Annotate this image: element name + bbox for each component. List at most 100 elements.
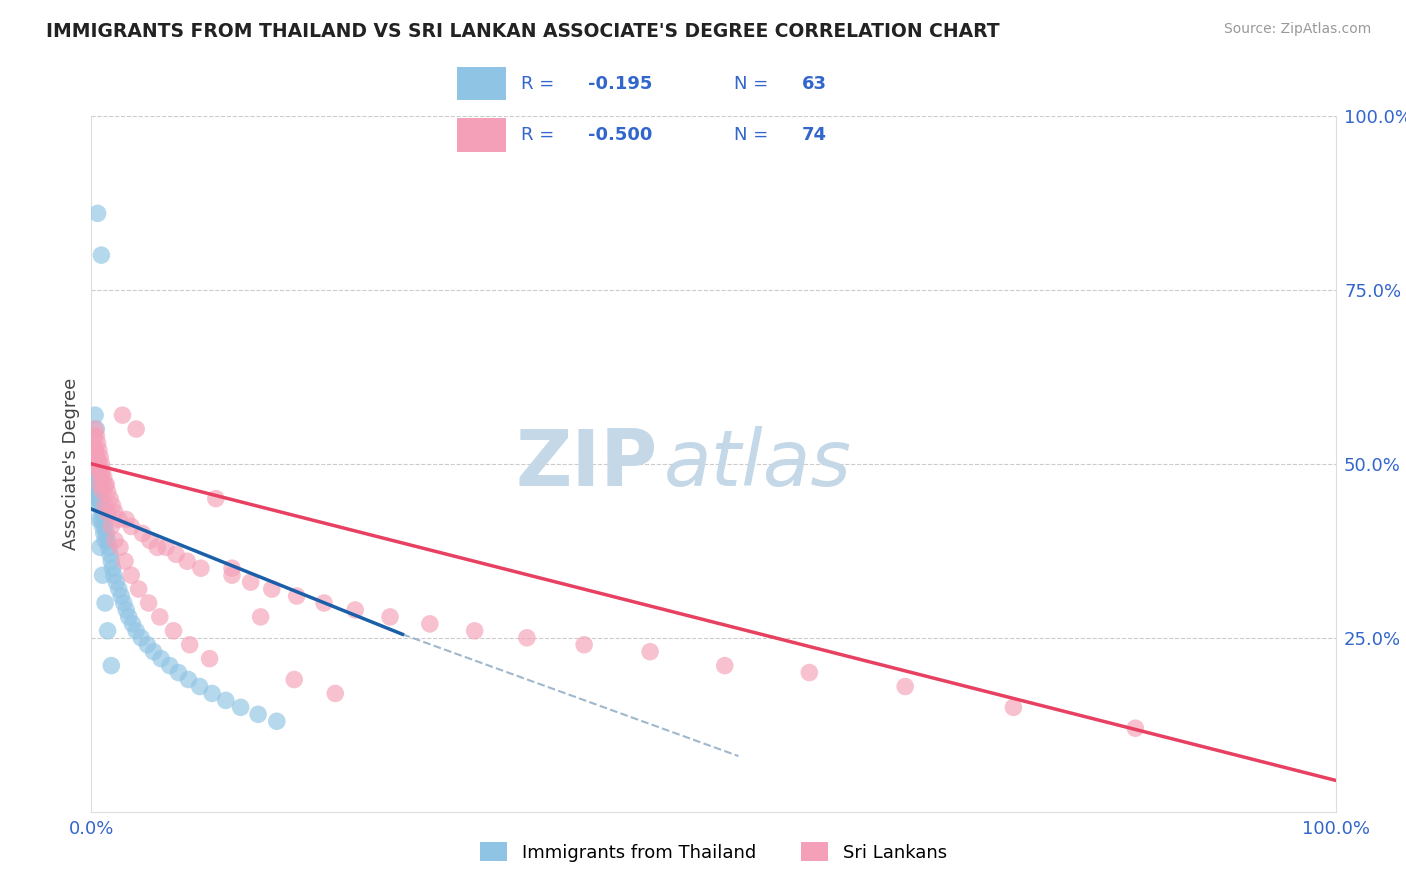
Point [84,471,107,485]
Point [108,541,131,555]
Point [86,450,108,464]
Point [112,596,135,610]
Point [93,471,115,485]
Point [146,541,169,555]
Point [94,519,117,533]
Point [131,526,153,541]
Y-axis label: Associate's Degree: Associate's Degree [62,377,80,550]
Point [100,658,122,673]
Point [97,624,120,638]
Point [86,471,108,485]
Text: R =: R = [520,126,560,144]
Point [97,506,120,520]
Point [87,471,110,485]
Point [84,457,107,471]
Point [89,450,111,464]
Point [105,575,128,590]
Point [129,631,152,645]
Point [159,658,181,673]
Point [221,568,243,582]
Point [115,603,138,617]
Point [89,464,111,478]
Text: atlas: atlas [664,425,852,502]
Point [344,603,367,617]
Point [86,429,108,443]
Text: 74: 74 [801,126,827,144]
Point [283,673,305,687]
Point [98,491,121,506]
Point [120,568,142,582]
Text: ZIP: ZIP [516,425,658,502]
Point [150,651,173,665]
Point [713,658,735,673]
Text: -0.195: -0.195 [588,75,652,93]
Point [176,554,198,568]
Point [188,680,211,694]
Point [894,680,917,694]
Point [89,541,111,555]
Point [84,442,107,457]
Point [90,499,112,513]
Text: IMMIGRANTS FROM THAILAND VS SRI LANKAN ASSOCIATE'S DEGREE CORRELATION CHART: IMMIGRANTS FROM THAILAND VS SRI LANKAN A… [46,22,1000,41]
Point [87,512,110,526]
Point [91,484,114,499]
Point [86,436,108,450]
Point [87,484,110,499]
Point [96,477,118,491]
Point [464,624,486,638]
Point [201,686,224,700]
Point [260,582,283,596]
Point [86,464,108,478]
Point [136,638,159,652]
Point [91,464,114,478]
Point [86,457,108,471]
Point [115,512,138,526]
Point [111,408,134,422]
Text: R =: R = [520,75,560,93]
Point [572,638,595,652]
Point [86,484,108,499]
Point [86,450,108,464]
Point [93,526,115,541]
Point [215,693,238,707]
Point [138,596,160,610]
Text: Source: ZipAtlas.com: Source: ZipAtlas.com [1223,22,1371,37]
Text: N =: N = [734,75,773,93]
Point [97,541,120,555]
Point [198,651,221,665]
Point [86,457,108,471]
Point [91,568,114,582]
Point [94,499,117,513]
Point [139,533,162,548]
Point [128,582,150,596]
Point [103,568,125,582]
Point [107,582,129,596]
Point [110,589,132,603]
Point [100,519,122,533]
Point [86,491,108,506]
Point [86,491,108,506]
Point [91,519,114,533]
Point [190,561,212,575]
Point [799,665,821,680]
Point [94,533,117,548]
Point [638,645,661,659]
Point [87,442,110,457]
Point [323,686,346,700]
Point [87,457,110,471]
Point [1125,721,1147,735]
Point [266,714,288,729]
Point [312,596,335,610]
Point [229,700,252,714]
Point [125,422,148,436]
Point [155,541,177,555]
Point [86,477,108,491]
Point [83,471,105,485]
Point [114,554,136,568]
Point [142,645,165,659]
Text: 63: 63 [801,75,827,93]
Point [177,673,200,687]
Point [1002,700,1025,714]
Point [285,589,308,603]
Point [419,616,441,631]
